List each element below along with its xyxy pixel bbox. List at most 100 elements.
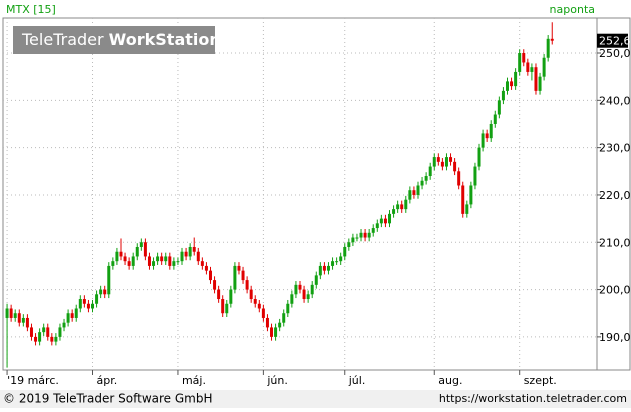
candle-body [152, 261, 156, 266]
candle-body [99, 289, 103, 295]
candle-body [91, 303, 95, 309]
candle-body [253, 299, 257, 304]
x-tick-label: jún. [266, 374, 288, 387]
y-tick-label: 250,0 [599, 47, 631, 60]
candle-body [5, 308, 9, 318]
candle-body [322, 265, 326, 271]
candle-body [404, 199, 408, 210]
candle-body [314, 275, 318, 285]
candle-body [444, 157, 448, 167]
candle-body [217, 289, 221, 300]
candle-body [461, 185, 465, 214]
candle-body [131, 256, 135, 266]
candle-body [420, 180, 424, 186]
candle-body [355, 237, 359, 239]
candle-body [66, 313, 70, 323]
candle-body [392, 209, 396, 214]
candle-body [184, 251, 188, 257]
candle-body [147, 256, 151, 266]
watermark-part: WorkStation [109, 30, 221, 49]
candle-body [286, 303, 290, 314]
candle-body [229, 289, 233, 304]
candle-body [514, 71, 518, 87]
candle-body [196, 251, 200, 262]
candle-body [436, 157, 440, 162]
candle-body [465, 204, 469, 214]
candle-body [135, 246, 139, 257]
y-tick-label: 240,0 [599, 94, 631, 107]
candle-body [343, 246, 347, 257]
x-tick-label: '19 márc. [7, 374, 59, 387]
candle-body [505, 81, 509, 91]
candle-body [428, 166, 432, 177]
candle-body [481, 133, 485, 148]
candle-body [457, 171, 461, 186]
y-tick-label: 190,0 [599, 331, 631, 344]
candle-body [38, 332, 42, 342]
candle-body [160, 256, 164, 262]
candle-body [294, 284, 298, 295]
candle-body [204, 265, 208, 271]
last-price-box [597, 33, 628, 48]
candle-body [424, 176, 428, 181]
footer-bar [0, 390, 631, 408]
candle-body [233, 265, 237, 290]
candle-body [119, 251, 123, 257]
candle-body [139, 242, 143, 247]
candle-body [200, 261, 204, 266]
candle-body [70, 313, 74, 318]
candle-body [127, 261, 131, 266]
candle-body [440, 161, 444, 167]
candle-body [115, 251, 119, 262]
candle-body [261, 308, 265, 318]
candle-body [298, 284, 302, 290]
candle-body [213, 280, 217, 290]
candle-body [62, 322, 66, 328]
x-tick-label: ápr. [97, 374, 118, 387]
candle-body [432, 157, 436, 167]
candle-body [400, 204, 404, 210]
x-tick-label: júl. [348, 374, 366, 387]
candle-body [351, 237, 355, 243]
candle-body [257, 303, 261, 309]
candle-body [25, 317, 29, 328]
candle-body [469, 185, 473, 205]
candle-body [278, 322, 282, 328]
candle-body [282, 313, 286, 323]
candle-body [371, 228, 375, 233]
candle-body [416, 185, 420, 195]
candle-body [164, 256, 168, 262]
candle-body [302, 289, 306, 300]
candle-body [21, 317, 25, 323]
candle-body [192, 246, 196, 252]
candle-body [290, 294, 294, 304]
candle-body [306, 294, 310, 300]
candle-body [493, 114, 497, 124]
candle-body [265, 317, 269, 328]
candle-body [143, 242, 147, 257]
candle-body [82, 299, 86, 304]
candle-body [339, 256, 343, 262]
candle-body [501, 90, 505, 101]
candle-body [95, 294, 99, 304]
x-tick-label: szept. [524, 374, 557, 387]
x-tick-label: máj. [182, 374, 206, 387]
candle-body [274, 327, 278, 337]
y-tick-label: 200,0 [599, 284, 631, 297]
x-tick-label: aug. [438, 374, 462, 387]
candle-body [9, 308, 13, 318]
candle-body [510, 81, 514, 87]
candle-body [172, 261, 176, 266]
candle-body [347, 242, 351, 247]
candle-body [180, 251, 184, 262]
candle-body [489, 123, 493, 139]
candle-body [103, 289, 107, 295]
candle-body [388, 213, 392, 224]
candle-body [107, 265, 111, 295]
candle-body [379, 218, 383, 224]
candle-body [245, 280, 249, 290]
candle-body [176, 261, 180, 263]
candle-body [335, 261, 339, 263]
candle-body [111, 261, 115, 266]
